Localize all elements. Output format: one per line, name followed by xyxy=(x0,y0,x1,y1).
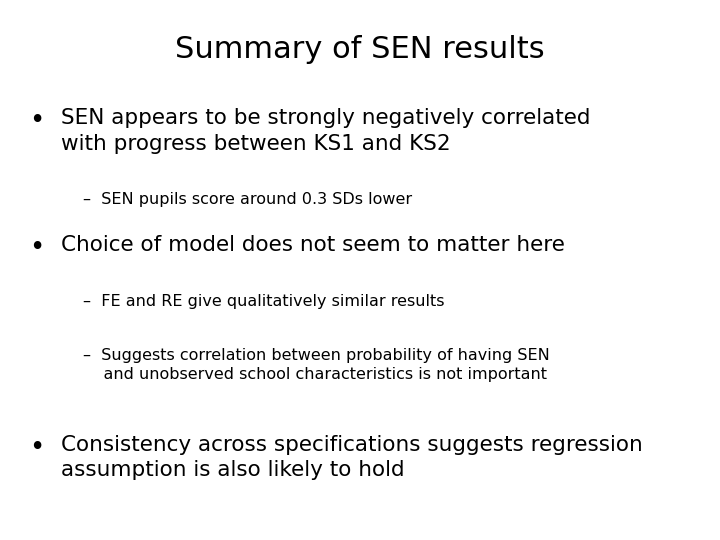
Text: SEN appears to be strongly negatively correlated
with progress between KS1 and K: SEN appears to be strongly negatively co… xyxy=(61,108,590,153)
Text: Choice of model does not seem to matter here: Choice of model does not seem to matter … xyxy=(61,235,565,255)
Text: •: • xyxy=(29,235,44,261)
Text: –  Suggests correlation between probability of having SEN
    and unobserved sch: – Suggests correlation between probabili… xyxy=(83,348,549,382)
Text: Summary of SEN results: Summary of SEN results xyxy=(175,35,545,64)
Text: –  SEN pupils score around 0.3 SDs lower: – SEN pupils score around 0.3 SDs lower xyxy=(83,192,412,207)
Text: Consistency across specifications suggests regression
assumption is also likely : Consistency across specifications sugges… xyxy=(61,435,643,480)
Text: –  FE and RE give qualitatively similar results: – FE and RE give qualitatively similar r… xyxy=(83,294,444,309)
Text: •: • xyxy=(29,435,44,461)
Text: •: • xyxy=(29,108,44,134)
